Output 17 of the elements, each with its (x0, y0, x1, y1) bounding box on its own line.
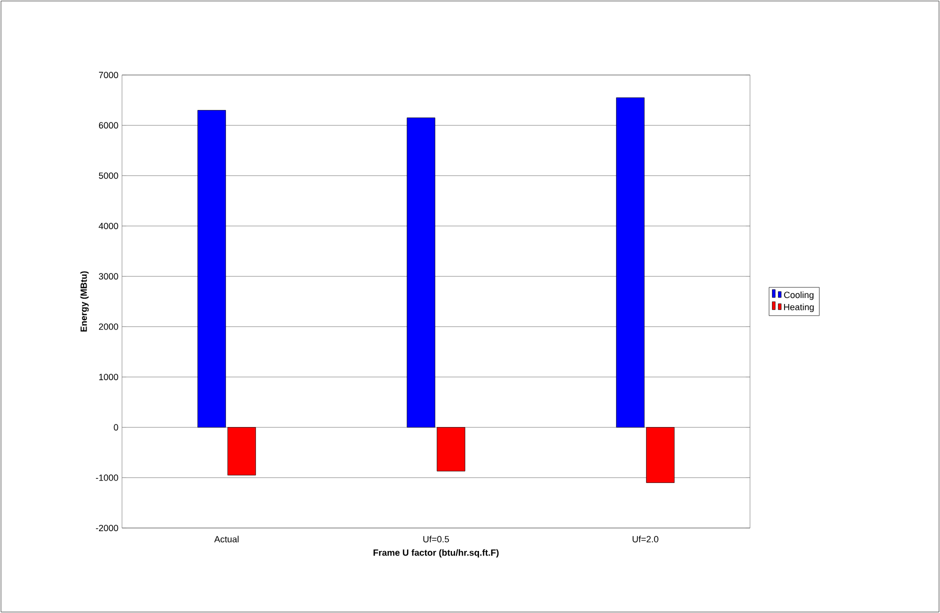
x-tick-label: Uf=2.0 (632, 536, 658, 542)
x-tick-label: Uf=0.5 (423, 536, 449, 542)
x-tick-label: Actual (214, 536, 239, 542)
y-tick-label: 2000 (98, 323, 118, 330)
y-tick-label: 6000 (98, 122, 118, 129)
y-tick-label: 5000 (98, 172, 118, 179)
y-tick-label: 4000 (98, 222, 118, 230)
y-tick-label: -1000 (96, 474, 118, 481)
legend-label: Heating (784, 304, 814, 312)
legend-label: Cooling (784, 292, 814, 300)
x-axis-title: Frame U factor (btu/hr.sq.ft.F) (374, 549, 499, 558)
y-tick-label: 1000 (99, 374, 118, 380)
y-tick-label: -2000 (96, 524, 118, 532)
y-tick-label: 0 (114, 424, 118, 431)
y-tick-label: 3000 (98, 273, 118, 280)
y-axis-title: Energy (MBtu) (80, 271, 89, 332)
y-tick-label: 7000 (98, 72, 118, 78)
